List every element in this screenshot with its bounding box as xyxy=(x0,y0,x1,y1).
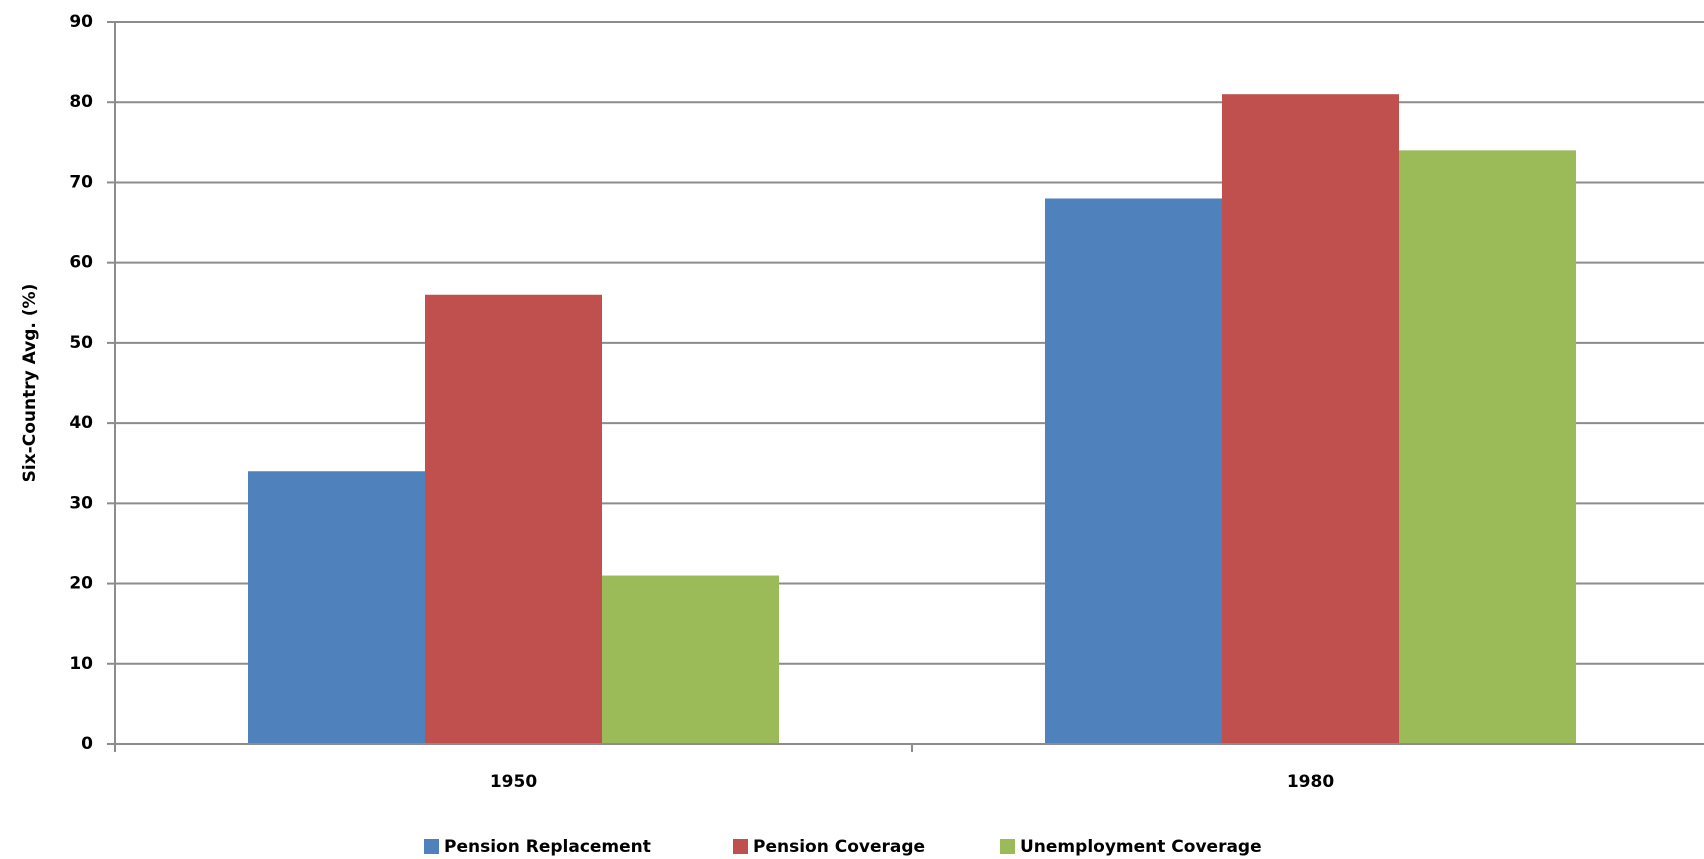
y-tick-label: 30 xyxy=(69,493,93,513)
y-tick-label: 80 xyxy=(69,92,93,112)
bar xyxy=(1045,198,1222,744)
legend-swatch xyxy=(424,839,439,854)
y-tick-label: 20 xyxy=(69,574,93,594)
legend-label: Unemployment Coverage xyxy=(1020,837,1262,857)
y-tick-label: 40 xyxy=(69,413,93,433)
y-tick-label: 60 xyxy=(69,253,93,273)
y-tick-label: 90 xyxy=(69,12,93,32)
bar xyxy=(248,471,425,744)
bar xyxy=(425,294,602,744)
y-tick-label: 50 xyxy=(69,333,93,353)
bar xyxy=(1399,150,1576,744)
y-tick-label: 10 xyxy=(69,654,93,674)
legend-swatch xyxy=(1000,839,1015,854)
bar xyxy=(1222,94,1399,744)
y-tick-label: 70 xyxy=(69,172,93,192)
legend-swatch xyxy=(733,839,748,854)
legend-label: Pension Coverage xyxy=(753,837,925,857)
y-axis-label: Six-Country Avg. (%) xyxy=(20,284,40,483)
bar xyxy=(602,575,779,744)
x-tick-label: 1980 xyxy=(1287,772,1334,792)
y-tick-label: 0 xyxy=(81,734,93,754)
x-tick-label: 1950 xyxy=(490,772,537,792)
legend-label: Pension Replacement xyxy=(444,837,651,857)
